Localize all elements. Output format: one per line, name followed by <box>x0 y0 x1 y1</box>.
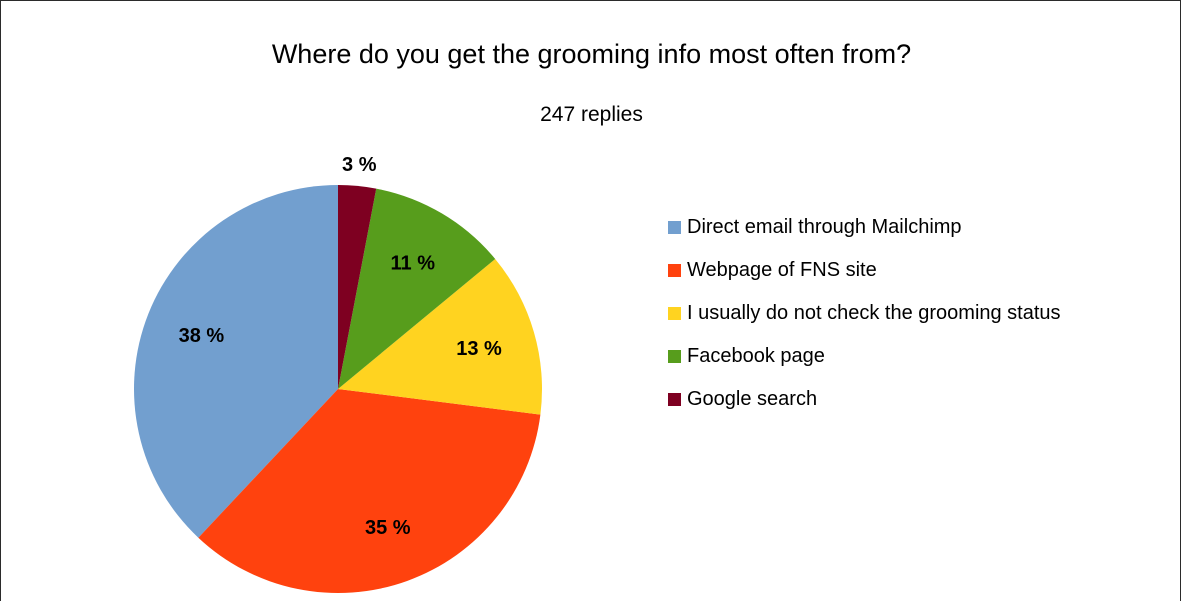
legend-item: Direct email through Mailchimp <box>668 206 1061 249</box>
legend-swatch <box>668 393 681 406</box>
pie-slice <box>198 389 541 594</box>
pie-slice <box>134 185 338 538</box>
legend-item: Facebook page <box>668 335 1061 378</box>
legend-item: I usually do not check the grooming stat… <box>668 292 1061 335</box>
legend-swatch <box>668 221 681 234</box>
legend-label: Direct email through Mailchimp <box>687 216 962 238</box>
chart-title: Where do you get the grooming info most … <box>271 39 912 69</box>
legend-label: Webpage of FNS site <box>687 259 877 281</box>
legend-swatch <box>668 264 681 277</box>
pie-slice <box>338 185 377 389</box>
pie-slice-label: 35 % <box>365 517 411 539</box>
legend-label: Facebook page <box>687 345 825 367</box>
legend-swatch <box>668 307 681 320</box>
pie-slice-label: 38 % <box>179 325 225 347</box>
chart-subtitle: 247 replies <box>540 103 643 126</box>
legend-item: Google search <box>668 378 1061 421</box>
pie-slice <box>338 258 543 415</box>
legend-item: Webpage of FNS site <box>668 249 1061 292</box>
legend: Direct email through Mailchimp Webpage of… <box>668 206 1061 421</box>
legend-label: Google search <box>687 388 818 410</box>
pie-slice-label: 13 % <box>456 338 502 360</box>
pie-slice-label: 3 % <box>342 154 377 176</box>
pie-slice <box>338 188 496 389</box>
legend-swatch <box>668 350 681 363</box>
legend-label: I usually do not check the grooming stat… <box>687 302 1061 324</box>
pie-slice-label: 11 % <box>391 253 436 275</box>
